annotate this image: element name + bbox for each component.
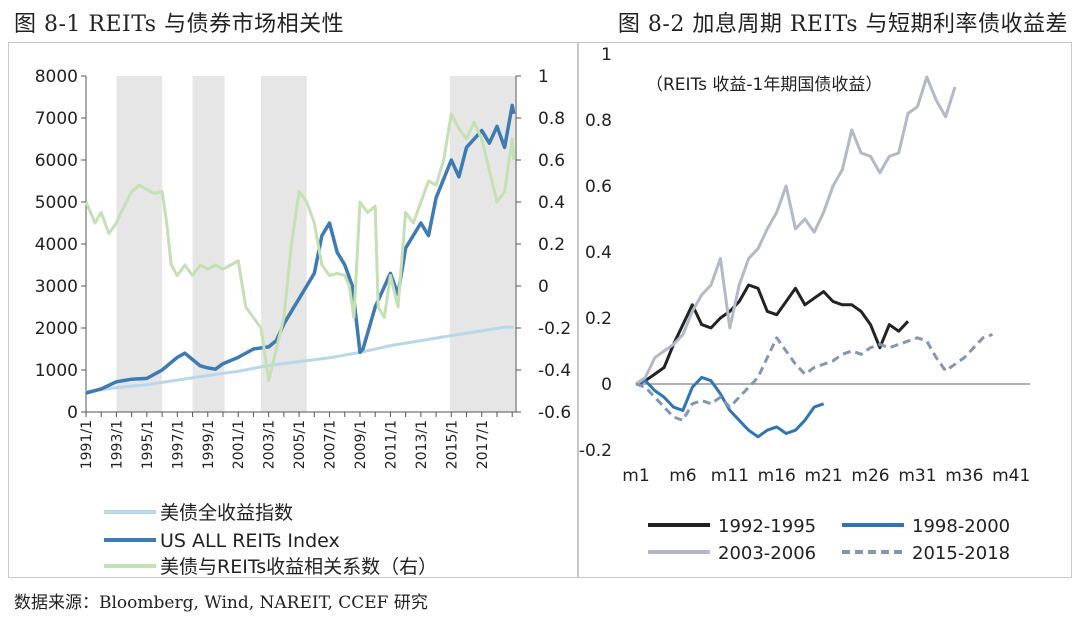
y-left-tick-label-3: 3000 [35, 277, 78, 297]
x-tick-label-8: 2007/1 [323, 420, 339, 469]
y-right-tick-label-0: -0.6 [538, 403, 571, 423]
r-x-tick-label-2: m11 [711, 466, 749, 486]
r-x-tick-label-8: m41 [992, 466, 1030, 486]
r-y-tick-label-3: 0.4 [585, 243, 612, 263]
r-y-tick-label-6: 1 [601, 45, 612, 65]
x-tick-label-2: 1995/1 [140, 420, 156, 469]
r-legend-label-1992-1995: 1992-1995 [718, 516, 816, 537]
y-right-tick-label-4: 0.2 [538, 235, 565, 255]
r-legend-label-1998-2000: 1998-2000 [912, 516, 1010, 537]
y-left-tick-label-2: 2000 [35, 319, 78, 339]
x-tick-label-3: 1997/1 [170, 420, 186, 469]
r-annotation: （REITs 收益-1年期国债收益） [646, 75, 882, 95]
y-left-tick-label-4: 4000 [35, 235, 78, 255]
r-legend-label-2015-2018: 2015-2018 [912, 543, 1010, 564]
r-x-tick-label-0: m1 [622, 466, 649, 486]
y-left-tick-label-8: 8000 [35, 67, 78, 87]
shaded-period-1 [192, 76, 225, 412]
r-x-tick-label-6: m31 [898, 466, 936, 486]
r-series-line-1992-1995 [635, 283, 910, 386]
left-chart-panel [8, 42, 578, 578]
x-tick-label-10: 2011/1 [383, 420, 399, 469]
x-tick-label-4: 1999/1 [201, 420, 217, 469]
legend-label-treasury: 美债全收益指数 [160, 502, 293, 524]
x-tick-label-5: 2001/1 [231, 420, 247, 469]
left-chart-title: 图 8-1 REITs 与债券市场相关性 [14, 12, 345, 37]
x-tick-label-1: 1993/1 [109, 420, 125, 469]
data-source-note: 数据来源：Bloomberg, Wind, NAREIT, CCEF 研究 [14, 593, 428, 613]
series-line-correlation [84, 112, 516, 382]
r-x-tick-label-1: m6 [669, 466, 696, 486]
r-x-tick-label-7: m36 [945, 466, 983, 486]
right-chart-title: 图 8-2 加息周期 REITs 与短期利率债收益差 [617, 12, 1068, 37]
r-y-tick-label-2: 0.2 [585, 309, 612, 329]
x-tick-label-7: 2005/1 [292, 420, 308, 469]
x-tick-label-0: 1991/1 [79, 420, 95, 469]
y-right-tick-label-2: -0.2 [538, 319, 571, 339]
x-tick-label-9: 2009/1 [353, 420, 369, 469]
r-x-tick-label-3: m16 [758, 466, 796, 486]
y-right-tick-label-7: 0.8 [538, 109, 565, 129]
shaded-period-0 [116, 76, 163, 412]
series-line-reits [85, 103, 516, 395]
r-y-tick-label-4: 0.6 [585, 177, 612, 197]
y-right-tick-label-5: 0.4 [538, 193, 565, 213]
y-left-tick-label-6: 6000 [35, 151, 78, 171]
y-left-tick-label-0: 0 [67, 403, 78, 423]
right-chart-panel [578, 42, 1072, 578]
y-right-tick-label-3: 0 [538, 277, 549, 297]
y-right-tick-label-1: -0.4 [538, 361, 571, 381]
y-left-tick-label-5: 5000 [35, 193, 78, 213]
r-series-line-1998-2000 [635, 375, 825, 439]
series-line-treasury [85, 325, 514, 394]
r-legend-label-2003-2006: 2003-2006 [718, 543, 816, 564]
x-tick-label-6: 2003/1 [262, 420, 278, 469]
y-right-tick-label-8: 1 [538, 67, 549, 87]
legend-label-correlation: 美债与REITs收益相关系数（右） [160, 556, 437, 578]
shaded-period-3 [449, 76, 516, 412]
y-left-tick-label-7: 7000 [35, 109, 78, 129]
r-y-tick-label-0: -0.2 [579, 441, 612, 461]
r-series-line-2003-2006 [635, 75, 957, 386]
r-x-tick-label-5: m26 [851, 466, 889, 486]
x-tick-label-13: 2017/1 [475, 420, 491, 469]
r-y-tick-label-5: 0.8 [585, 111, 612, 131]
legend-label-reits: US ALL REITs Index [160, 530, 340, 552]
shaded-period-2 [261, 76, 307, 412]
x-tick-label-12: 2015/1 [444, 420, 460, 469]
y-left-tick-label-1: 1000 [35, 361, 78, 381]
r-x-tick-label-4: m21 [805, 466, 843, 486]
x-tick-label-11: 2013/1 [414, 420, 430, 469]
y-right-tick-label-6: 0.6 [538, 151, 565, 171]
r-series-line-2015-2018 [635, 333, 993, 422]
r-y-tick-label-1: 0 [601, 375, 612, 395]
